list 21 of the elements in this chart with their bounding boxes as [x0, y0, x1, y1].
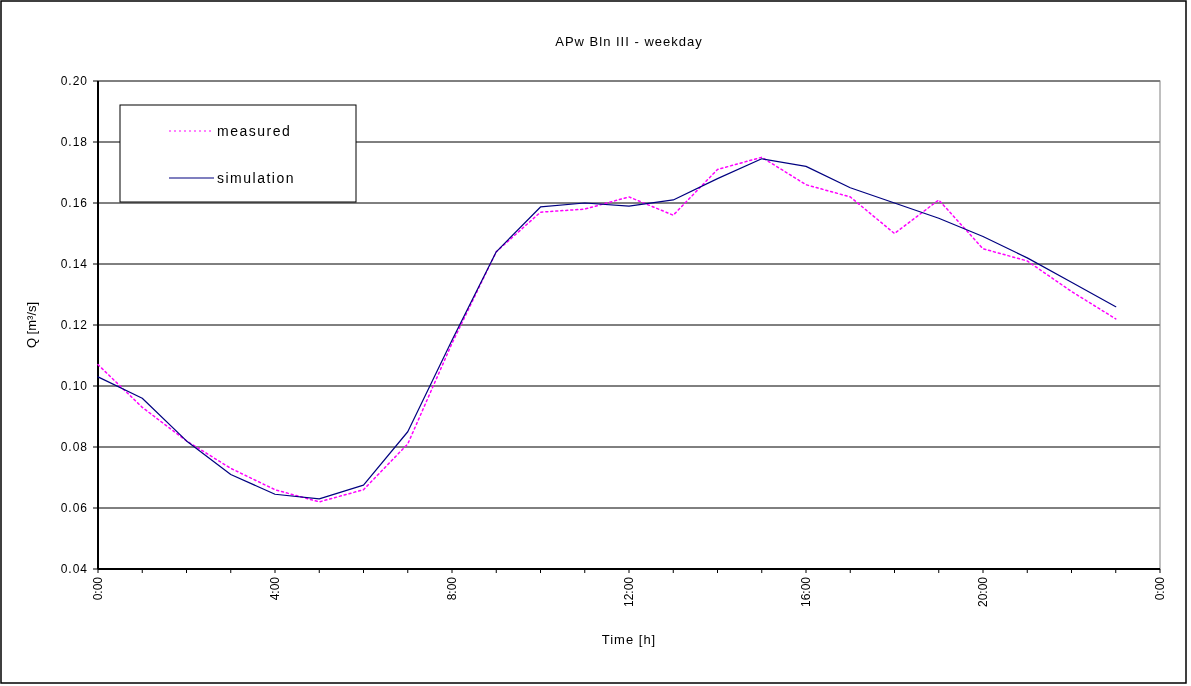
chart-title: APw Bln III - weekday	[555, 34, 703, 49]
y-tick-label: 0.12	[60, 318, 88, 332]
y-tick-label: 0.10	[60, 379, 88, 393]
x-tick-label: 8:00	[445, 576, 459, 601]
y-tick-label: 0.06	[60, 501, 88, 515]
legend-label: measured	[217, 123, 292, 139]
x-tick-label: 4:00	[268, 576, 282, 601]
y-tick-label: 0.16	[60, 196, 88, 210]
x-tick-label: 12:00	[622, 576, 636, 608]
y-tick-label: 0.14	[60, 257, 88, 271]
y-tick-label: 0.08	[60, 440, 88, 454]
legend-label: simulation	[217, 170, 296, 186]
y-tick-label: 0.18	[60, 135, 88, 149]
y-tick-label: 0.04	[60, 562, 88, 576]
y-axis-title: Q [m³/s]	[24, 301, 39, 349]
x-tick-label: 0:00	[91, 576, 105, 601]
x-tick-label: 20:00	[976, 576, 990, 608]
x-tick-label: 16:00	[799, 576, 813, 608]
x-tick-label: 0:00	[1153, 576, 1167, 601]
y-tick-label: 0.20	[60, 74, 88, 88]
x-axis-title: Time [h]	[601, 632, 657, 647]
